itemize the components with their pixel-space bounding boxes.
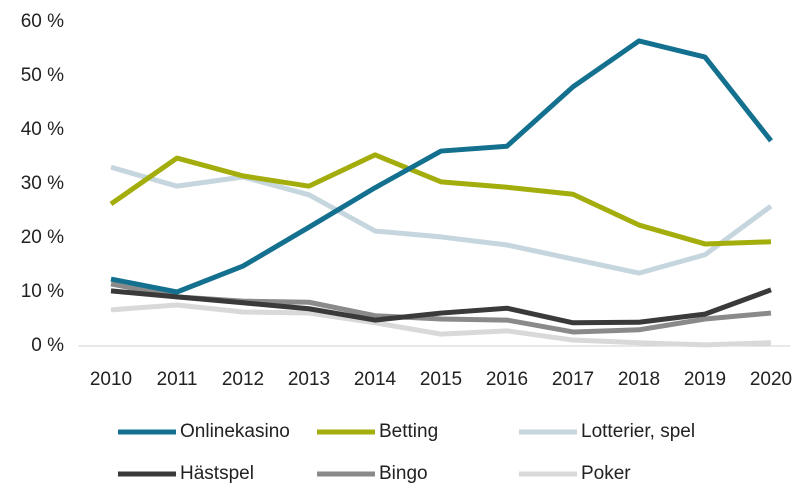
legend-label: Poker bbox=[581, 463, 631, 484]
legend-label: Bingo bbox=[379, 463, 428, 484]
x-tick-label: 2011 bbox=[157, 369, 198, 390]
x-tick-label: 2016 bbox=[486, 369, 528, 390]
y-tick-label: 10 % bbox=[21, 281, 64, 302]
legend-label: Hästspel bbox=[180, 463, 254, 484]
legend-label: Betting bbox=[379, 421, 438, 442]
series-line bbox=[110, 302, 772, 348]
x-tick-label: 2010 bbox=[90, 369, 132, 390]
x-tick-label: 2015 bbox=[420, 369, 462, 390]
y-tick-label: 60 % bbox=[21, 11, 64, 32]
x-tick-label: 2012 bbox=[222, 369, 264, 390]
legend-label: Onlinekasino bbox=[180, 421, 290, 442]
x-tick-label: 2018 bbox=[618, 369, 660, 390]
y-tick-label: 0 % bbox=[31, 335, 64, 356]
x-tick-label: 2019 bbox=[684, 369, 726, 390]
y-tick-label: 40 % bbox=[21, 119, 64, 140]
y-tick-label: 50 % bbox=[21, 65, 64, 86]
x-tick-label: 2017 bbox=[552, 369, 594, 390]
series-line bbox=[109, 152, 772, 247]
x-tick-label: 2014 bbox=[354, 369, 397, 390]
legend-label: Lotterier, spel bbox=[581, 421, 695, 442]
x-tick-label: 2013 bbox=[288, 369, 330, 390]
series-line bbox=[110, 38, 773, 295]
series-line bbox=[110, 164, 773, 276]
y-tick-label: 30 % bbox=[21, 173, 64, 194]
series-line bbox=[110, 287, 772, 326]
y-tick-label: 20 % bbox=[21, 227, 64, 248]
x-tick-label: 2020 bbox=[750, 369, 792, 390]
